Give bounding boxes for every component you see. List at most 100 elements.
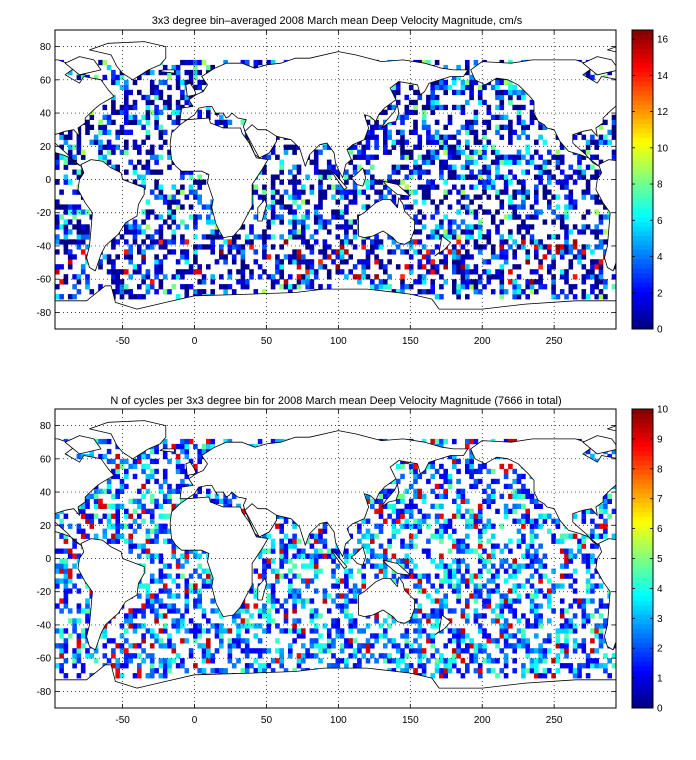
- bin-cell: [383, 149, 388, 155]
- bin-cell: [72, 254, 77, 260]
- bin-cell: [335, 593, 341, 599]
- bin-cell: [80, 229, 86, 235]
- bin-cell: [581, 154, 587, 160]
- bin-cell: [98, 149, 103, 155]
- bin-cell: [391, 199, 397, 205]
- bin-cell: [404, 488, 410, 494]
- bin-cell: [378, 284, 384, 290]
- bin-cell: [426, 59, 431, 66]
- colorbar-frame: [631, 29, 654, 330]
- bin-cell: [145, 533, 151, 539]
- bin-cell: [391, 169, 397, 175]
- bin-cell: [115, 129, 120, 135]
- bin-cell: [598, 159, 604, 165]
- bin-cell: [283, 548, 289, 554]
- bin-cell: [158, 503, 164, 509]
- bin-cell: [111, 279, 116, 285]
- bin-cell: [447, 154, 453, 160]
- colorbar-segment: [632, 296, 653, 302]
- bin-cell: [318, 613, 323, 619]
- bin-cell: [270, 668, 276, 674]
- bin-cell: [439, 199, 444, 205]
- bin-cell: [158, 284, 164, 290]
- bin-cell: [508, 179, 513, 185]
- bin-cell: [490, 159, 496, 165]
- bin-cell: [137, 453, 142, 460]
- bin-cell: [495, 124, 500, 130]
- bin-cell: [378, 194, 384, 200]
- bin-cell: [378, 503, 384, 509]
- bin-cell: [102, 533, 108, 539]
- bin-cell: [452, 249, 457, 255]
- bin-cell: [585, 269, 591, 275]
- bin-cell: [193, 583, 198, 589]
- bin-cell: [283, 558, 289, 564]
- bin-cell: [477, 279, 483, 285]
- bin-cell: [335, 264, 341, 270]
- bin-cell: [534, 249, 539, 255]
- bin-cell: [594, 224, 599, 230]
- bin-cell: [421, 169, 427, 175]
- bin-cell: [559, 249, 565, 255]
- bin-cell: [374, 498, 379, 504]
- bin-cell: [434, 184, 440, 190]
- bin-cell: [223, 124, 228, 130]
- bin-cell: [521, 194, 526, 200]
- bin-cell: [400, 129, 405, 135]
- bin-cell: [413, 109, 418, 115]
- bin-cell: [400, 144, 405, 150]
- bin-cell: [162, 583, 168, 589]
- bin-cell: [585, 164, 591, 170]
- bin-cell: [93, 648, 99, 654]
- bin-cell: [301, 229, 306, 235]
- bin-cell: [559, 269, 565, 275]
- bin-cell: [486, 179, 492, 185]
- bin-cell: [197, 214, 202, 220]
- bin-cell: [534, 254, 539, 260]
- bin-cell: [262, 239, 267, 245]
- bin-cell: [154, 289, 159, 295]
- bin-cell: [197, 194, 202, 200]
- bin-cell: [508, 244, 513, 250]
- bin-cell: [598, 264, 604, 270]
- bin-cell: [145, 528, 151, 534]
- bin-cell: [119, 284, 125, 290]
- bin-cell: [313, 573, 319, 579]
- bin-cell: [124, 129, 129, 135]
- bin-cell: [460, 254, 466, 260]
- bin-cell: [331, 618, 336, 624]
- bin-cell: [184, 224, 190, 230]
- colorbar-segment: [632, 34, 653, 40]
- bin-cell: [184, 578, 190, 584]
- bin-cell: [175, 69, 181, 76]
- bin-cell: [283, 144, 289, 150]
- bin-cell: [529, 99, 535, 106]
- bin-cell: [413, 583, 418, 589]
- bin-cell: [486, 109, 492, 115]
- bin-cell: [145, 149, 151, 155]
- bin-cell: [318, 149, 323, 155]
- bin-cell: [443, 259, 448, 265]
- bin-cell: [352, 144, 358, 150]
- bin-cell: [197, 84, 202, 91]
- bin-cell: [240, 244, 246, 250]
- bin-cell: [67, 633, 73, 639]
- bin-cell: [344, 259, 349, 265]
- bin-cell: [141, 249, 146, 255]
- bin-cell: [63, 563, 69, 569]
- colorbar-segment: [632, 39, 653, 45]
- bin-cell: [55, 154, 60, 160]
- bin-cell: [564, 249, 569, 255]
- bin-cell: [555, 149, 561, 155]
- bin-cell: [469, 169, 474, 175]
- bin-cell: [391, 503, 397, 509]
- bin-cell: [63, 164, 69, 170]
- bin-cell: [244, 603, 250, 609]
- bin-cell: [93, 498, 99, 504]
- bin-cell: [175, 119, 181, 125]
- bin-cell: [180, 189, 185, 195]
- bin-cell: [335, 234, 341, 240]
- bin-cell: [197, 563, 202, 569]
- bin-cell: [236, 608, 241, 614]
- bin-cell: [426, 179, 431, 185]
